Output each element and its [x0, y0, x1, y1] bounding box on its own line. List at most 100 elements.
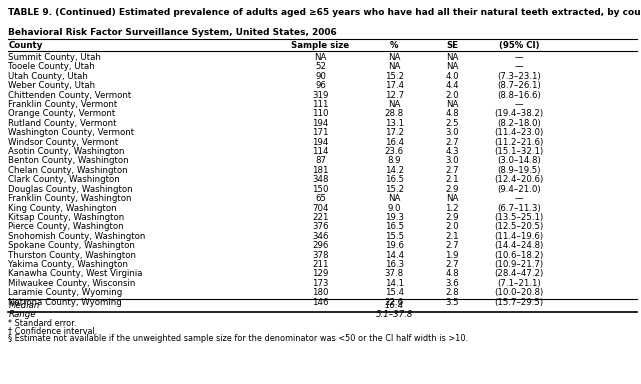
- Text: Weber County, Utah: Weber County, Utah: [8, 81, 96, 90]
- Text: Asotin County, Washington: Asotin County, Washington: [8, 147, 125, 156]
- Text: (11.4–19.6): (11.4–19.6): [495, 232, 544, 241]
- Text: 8.9: 8.9: [387, 156, 401, 166]
- Text: Thurston County, Washington: Thurston County, Washington: [8, 250, 137, 260]
- Text: (11.4–23.0): (11.4–23.0): [495, 128, 544, 137]
- Text: Laramie County, Wyoming: Laramie County, Wyoming: [8, 288, 122, 297]
- Text: (3.0–14.8): (3.0–14.8): [497, 156, 541, 166]
- Text: Windsor County, Vermont: Windsor County, Vermont: [8, 137, 119, 147]
- Text: 211: 211: [312, 260, 329, 269]
- Text: (10.9–21.7): (10.9–21.7): [495, 260, 544, 269]
- Text: 2.0: 2.0: [445, 222, 459, 231]
- Text: Douglas County, Washington: Douglas County, Washington: [8, 185, 133, 194]
- Text: § Estimate not available if the unweighted sample size for the denominator was <: § Estimate not available if the unweight…: [8, 334, 469, 343]
- Text: * Standard error.: * Standard error.: [8, 319, 77, 328]
- Text: 4.3: 4.3: [445, 147, 459, 156]
- Text: (10.0–20.8): (10.0–20.8): [495, 288, 544, 297]
- Text: (28.4–47.2): (28.4–47.2): [495, 269, 544, 278]
- Text: Median: Median: [8, 301, 40, 310]
- Text: 129: 129: [312, 269, 329, 278]
- Text: King County, Washington: King County, Washington: [8, 204, 117, 212]
- Text: 52: 52: [315, 62, 326, 71]
- Text: 346: 346: [312, 232, 329, 241]
- Text: 704: 704: [312, 204, 329, 212]
- Text: NA: NA: [388, 53, 401, 62]
- Text: NA: NA: [388, 62, 401, 71]
- Text: 2.7: 2.7: [445, 260, 459, 269]
- Text: 23.6: 23.6: [385, 147, 404, 156]
- Text: 16.4: 16.4: [385, 137, 404, 147]
- Text: Snohomish County, Washington: Snohomish County, Washington: [8, 232, 146, 241]
- Text: 14.4: 14.4: [385, 250, 404, 260]
- Text: 15.2: 15.2: [385, 72, 404, 81]
- Text: 15.5: 15.5: [385, 232, 404, 241]
- Text: (11.2–21.6): (11.2–21.6): [495, 137, 544, 147]
- Text: 180: 180: [312, 288, 329, 297]
- Text: NA: NA: [445, 100, 458, 109]
- Text: —: —: [515, 194, 524, 203]
- Text: 2.7: 2.7: [445, 137, 459, 147]
- Text: 3.5: 3.5: [445, 298, 459, 306]
- Text: 2.1: 2.1: [445, 232, 459, 241]
- Text: NA: NA: [445, 194, 458, 203]
- Text: 150: 150: [312, 185, 329, 194]
- Text: 37.8: 37.8: [385, 269, 404, 278]
- Text: 114: 114: [312, 147, 329, 156]
- Text: (12.5–20.5): (12.5–20.5): [495, 222, 544, 231]
- Text: 378: 378: [312, 250, 329, 260]
- Text: Orange County, Vermont: Orange County, Vermont: [8, 109, 115, 118]
- Text: (8.7–26.1): (8.7–26.1): [497, 81, 541, 90]
- Text: 15.2: 15.2: [385, 185, 404, 194]
- Text: 14.2: 14.2: [385, 166, 404, 175]
- Text: Clark County, Washington: Clark County, Washington: [8, 175, 120, 184]
- Text: (6.7–11.3): (6.7–11.3): [497, 204, 541, 212]
- Text: 16.5: 16.5: [385, 175, 404, 184]
- Text: %: %: [390, 41, 399, 50]
- Text: Kanawha County, West Virginia: Kanawha County, West Virginia: [8, 269, 143, 278]
- Text: Chittenden County, Vermont: Chittenden County, Vermont: [8, 91, 131, 99]
- Text: 4.8: 4.8: [445, 269, 459, 278]
- Text: Tooele County, Utah: Tooele County, Utah: [8, 62, 95, 71]
- Text: (13.5–25.1): (13.5–25.1): [495, 213, 544, 222]
- Text: 22.6: 22.6: [385, 298, 404, 306]
- Text: 65: 65: [315, 194, 326, 203]
- Text: 2.7: 2.7: [445, 166, 459, 175]
- Text: Benton County, Washington: Benton County, Washington: [8, 156, 129, 166]
- Text: NA: NA: [388, 194, 401, 203]
- Text: Franklin County, Vermont: Franklin County, Vermont: [8, 100, 117, 109]
- Text: 15.4: 15.4: [385, 288, 404, 297]
- Text: (8.2–18.0): (8.2–18.0): [497, 119, 541, 128]
- Text: Sample size: Sample size: [292, 41, 349, 50]
- Text: TABLE 9. (Continued) Estimated prevalence of adults aged ≥65 years who have had : TABLE 9. (Continued) Estimated prevalenc…: [8, 8, 641, 17]
- Text: 194: 194: [312, 137, 329, 147]
- Text: Rutland County, Vermont: Rutland County, Vermont: [8, 119, 117, 128]
- Text: Franklin County, Washington: Franklin County, Washington: [8, 194, 132, 203]
- Text: (10.6–18.2): (10.6–18.2): [495, 250, 544, 260]
- Text: 1.9: 1.9: [445, 250, 459, 260]
- Text: Natrona County, Wyoming: Natrona County, Wyoming: [8, 298, 122, 306]
- Text: 3.0: 3.0: [445, 128, 459, 137]
- Text: SE: SE: [446, 41, 458, 50]
- Text: 14.1: 14.1: [385, 279, 404, 288]
- Text: 194: 194: [312, 119, 329, 128]
- Text: 16.4: 16.4: [385, 301, 404, 310]
- Text: (14.4–24.8): (14.4–24.8): [495, 241, 544, 250]
- Text: (9.4–21.0): (9.4–21.0): [497, 185, 541, 194]
- Text: 4.8: 4.8: [445, 109, 459, 118]
- Text: 4.4: 4.4: [445, 81, 459, 90]
- Text: (7.1–21.1): (7.1–21.1): [497, 279, 541, 288]
- Text: 9.0: 9.0: [387, 204, 401, 212]
- Text: 319: 319: [312, 91, 329, 99]
- Text: 17.2: 17.2: [385, 128, 404, 137]
- Text: 4.0: 4.0: [445, 72, 459, 81]
- Text: 2.8: 2.8: [445, 288, 459, 297]
- Text: 348: 348: [312, 175, 329, 184]
- Text: 173: 173: [312, 279, 329, 288]
- Text: (15.1–32.1): (15.1–32.1): [495, 147, 544, 156]
- Text: Milwaukee County, Wisconsin: Milwaukee County, Wisconsin: [8, 279, 136, 288]
- Text: NA: NA: [388, 100, 401, 109]
- Text: Summit County, Utah: Summit County, Utah: [8, 53, 101, 62]
- Text: Utah County, Utah: Utah County, Utah: [8, 72, 88, 81]
- Text: 2.1: 2.1: [445, 175, 459, 184]
- Text: 2.5: 2.5: [445, 119, 459, 128]
- Text: 3.0: 3.0: [445, 156, 459, 166]
